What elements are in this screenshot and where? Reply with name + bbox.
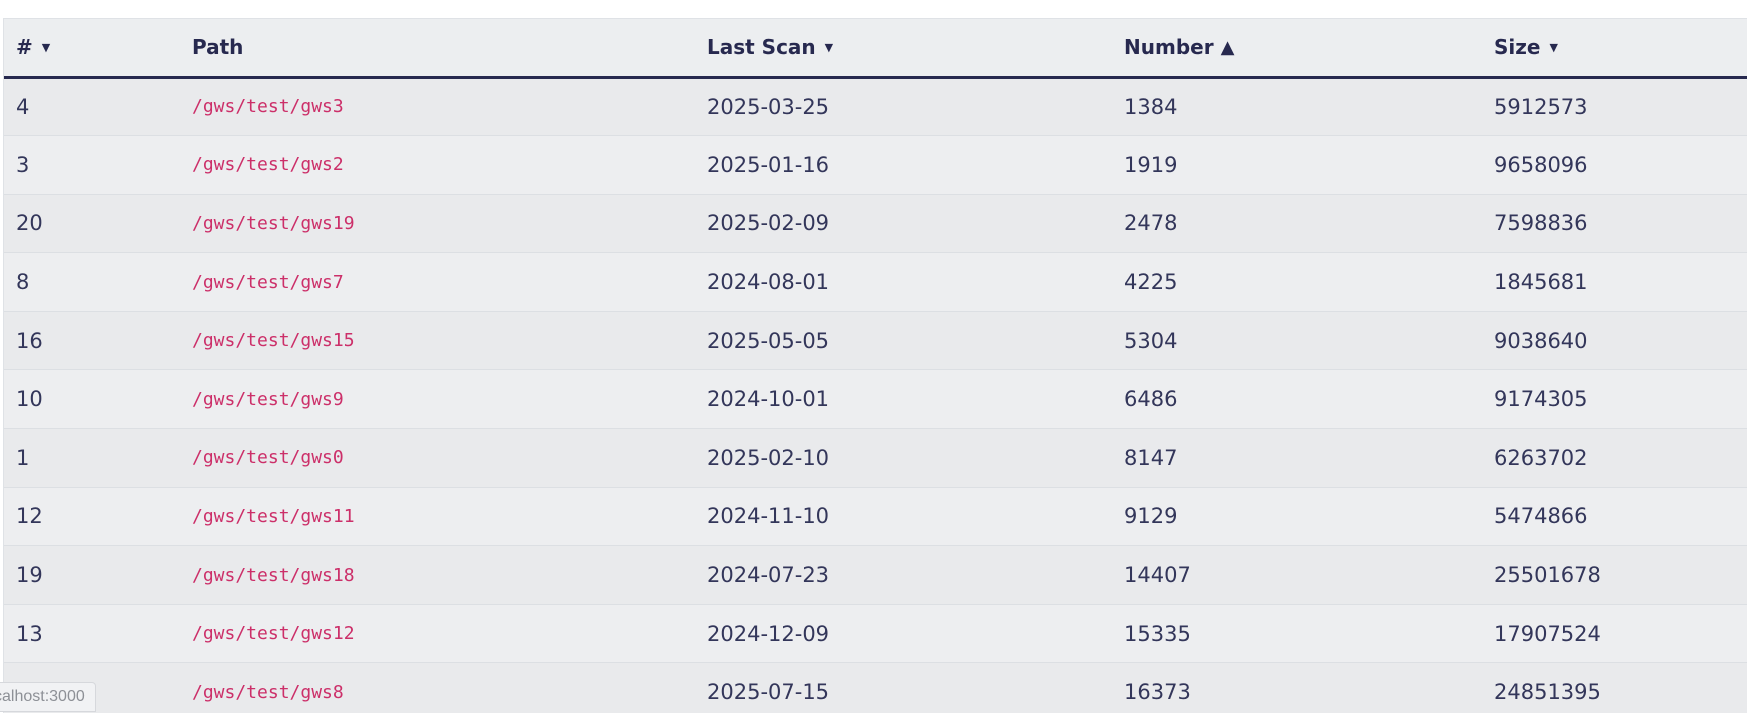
column-label-number: Number	[1124, 35, 1214, 60]
cell-path: /gws/test/gws12	[192, 623, 355, 645]
table-row[interactable]: 9 /gws/test/gws8 2025-07-15 16373 248513…	[4, 662, 1747, 713]
cell-path: /gws/test/gws0	[192, 447, 344, 469]
cell-path: /gws/test/gws2	[192, 154, 344, 176]
cell-size: 24851395	[1494, 680, 1601, 705]
cell-id: 12	[16, 504, 43, 529]
cell-size: 9038640	[1494, 328, 1588, 353]
table-row[interactable]: 12 /gws/test/gws11 2024-11-10 9129 54748…	[4, 487, 1747, 546]
table-row[interactable]: 13 /gws/test/gws12 2024-12-09 15335 1790…	[4, 604, 1747, 663]
sort-ascending-icon: ▲	[1220, 36, 1235, 58]
column-header-number[interactable]: Number ▲	[1124, 19, 1494, 77]
table-body: 4 /gws/test/gws3 2025-03-25 1384 5912573…	[4, 77, 1747, 713]
cell-number: 1919	[1124, 152, 1178, 177]
cell-path: /gws/test/gws7	[192, 271, 344, 293]
cell-path: /gws/test/gws11	[192, 505, 355, 527]
column-label-size: Size	[1494, 35, 1541, 60]
cell-number: 1384	[1124, 94, 1178, 119]
cell-number: 5304	[1124, 328, 1178, 353]
cell-size: 5474866	[1494, 504, 1588, 529]
cell-last-scan: 2024-10-01	[707, 387, 830, 412]
cell-id: 20	[16, 211, 43, 236]
cell-number: 16373	[1124, 680, 1191, 705]
cell-last-scan: 2025-02-09	[707, 211, 830, 236]
cell-size: 6263702	[1494, 445, 1588, 470]
caret-down-icon: ▼	[824, 40, 834, 54]
table-row[interactable]: 20 /gws/test/gws19 2025-02-09 2478 75988…	[4, 194, 1747, 253]
cell-number: 15335	[1124, 621, 1191, 646]
table-row[interactable]: 19 /gws/test/gws18 2024-07-23 14407 2550…	[4, 545, 1747, 605]
cell-id: 16	[16, 328, 43, 353]
cell-id: 1	[16, 445, 30, 470]
cell-path: /gws/test/gws18	[192, 564, 355, 586]
cell-last-scan: 2025-07-15	[707, 680, 830, 705]
data-table: # ▼ Path Last Scan ▼	[4, 19, 1747, 713]
column-header-path[interactable]: Path	[192, 19, 707, 77]
caret-down-icon: ▼	[1549, 40, 1558, 54]
table-row[interactable]: 10 /gws/test/gws9 2024-10-01 6486 917430…	[4, 369, 1747, 429]
cell-size: 25501678	[1494, 563, 1601, 588]
column-label-path: Path	[192, 35, 244, 60]
data-table-container: # ▼ Path Last Scan ▼	[3, 18, 1747, 713]
cell-number: 4225	[1124, 270, 1178, 295]
cell-id: 19	[16, 563, 43, 588]
cell-number: 6486	[1124, 387, 1178, 412]
table-row[interactable]: 3 /gws/test/gws2 2025-01-16 1919 9658096	[4, 135, 1747, 195]
table-header: # ▼ Path Last Scan ▼	[4, 19, 1747, 77]
cell-size: 9174305	[1494, 387, 1588, 412]
header-row: # ▼ Path Last Scan ▼	[4, 19, 1747, 77]
cell-size: 9658096	[1494, 152, 1588, 177]
column-header-size[interactable]: Size ▼	[1494, 19, 1747, 77]
cell-id: 4	[16, 94, 30, 119]
cell-number: 14407	[1124, 563, 1191, 588]
cell-last-scan: 2025-02-10	[707, 445, 830, 470]
cell-last-scan: 2024-07-23	[707, 563, 830, 588]
cell-number: 2478	[1124, 211, 1178, 236]
cell-last-scan: 2025-01-16	[707, 152, 830, 177]
status-url-text: calhost:3000	[0, 688, 85, 705]
cell-id: 13	[16, 621, 43, 646]
table-row[interactable]: 4 /gws/test/gws3 2025-03-25 1384 5912573	[4, 77, 1747, 136]
cell-last-scan: 2024-12-09	[707, 621, 830, 646]
cell-path: /gws/test/gws3	[192, 96, 344, 118]
cell-size: 5912573	[1494, 94, 1588, 119]
cell-last-scan: 2025-05-05	[707, 328, 830, 353]
table-row[interactable]: 8 /gws/test/gws7 2024-08-01 4225 1845681	[4, 252, 1747, 312]
cell-size: 7598836	[1494, 211, 1588, 236]
cell-number: 8147	[1124, 445, 1178, 470]
column-header-last-scan[interactable]: Last Scan ▼	[707, 19, 1124, 77]
column-label-id: #	[16, 35, 33, 60]
cell-id: 10	[16, 387, 43, 412]
cell-path: /gws/test/gws15	[192, 330, 355, 352]
caret-down-icon: ▼	[41, 40, 51, 54]
cell-last-scan: 2025-03-25	[707, 94, 830, 119]
cell-path: /gws/test/gws8	[192, 681, 344, 703]
cell-path: /gws/test/gws19	[192, 212, 355, 234]
status-bar-url: calhost:3000	[0, 682, 96, 712]
cell-number: 9129	[1124, 504, 1178, 529]
cell-last-scan: 2024-08-01	[707, 270, 830, 295]
cell-id: 3	[16, 152, 30, 177]
cell-size: 17907524	[1494, 621, 1601, 646]
table-row[interactable]: 1 /gws/test/gws0 2025-02-10 8147 6263702	[4, 428, 1747, 488]
column-header-id[interactable]: # ▼	[4, 19, 192, 77]
column-label-last-scan: Last Scan	[707, 35, 816, 60]
cell-last-scan: 2024-11-10	[707, 504, 830, 529]
cell-size: 1845681	[1494, 270, 1588, 295]
cell-path: /gws/test/gws9	[192, 388, 344, 410]
table-row[interactable]: 16 /gws/test/gws15 2025-05-05 5304 90386…	[4, 311, 1747, 370]
cell-id: 8	[16, 270, 30, 295]
